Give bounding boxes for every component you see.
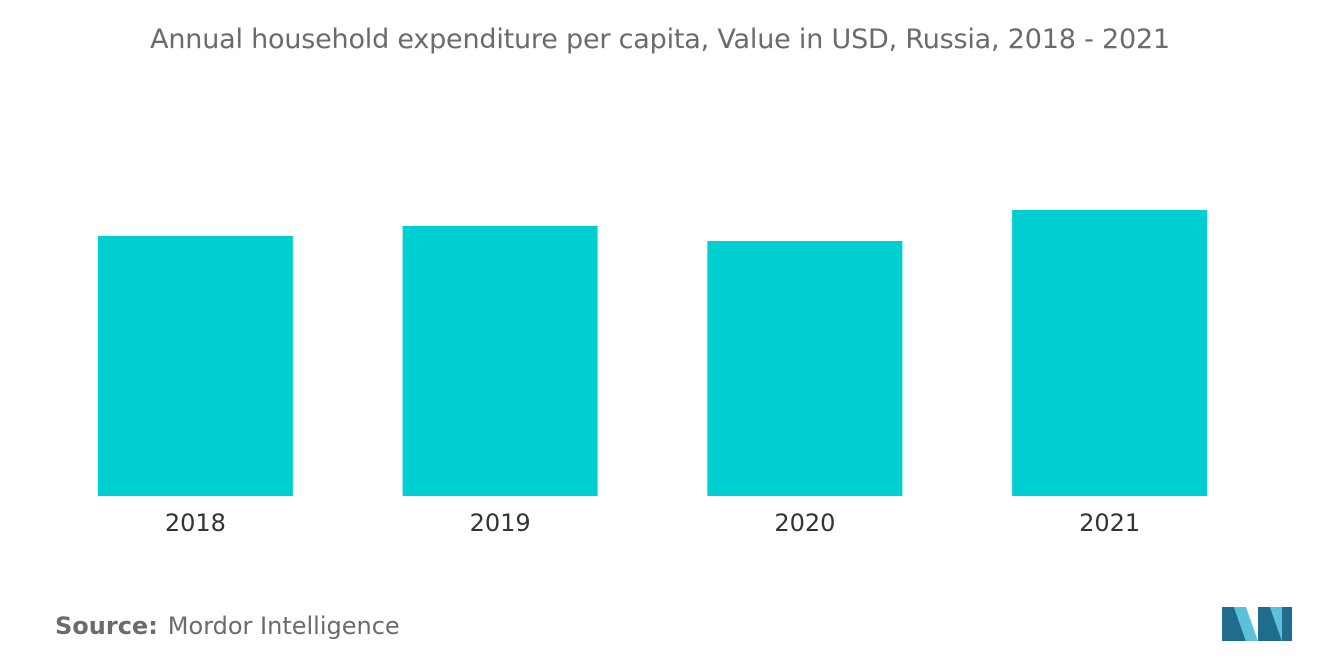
mordor-intelligence-logo-icon [1222, 607, 1292, 641]
x-tick-label-2018: 2018 [165, 509, 226, 537]
x-tick-label-2019: 2019 [470, 509, 531, 537]
source-note: Source: Mordor Intelligence [55, 612, 400, 640]
bar-2019 [402, 226, 598, 496]
source-label: Source: [55, 612, 158, 640]
source-value: Mordor Intelligence [167, 612, 400, 640]
bar-2020 [707, 241, 903, 496]
bar-2021 [1012, 210, 1208, 496]
chart-title: Annual household expenditure per capita,… [150, 24, 1170, 55]
bar-2018 [97, 236, 293, 496]
x-tick-label-2020: 2020 [774, 509, 835, 537]
x-tick-label-2021: 2021 [1079, 509, 1140, 537]
